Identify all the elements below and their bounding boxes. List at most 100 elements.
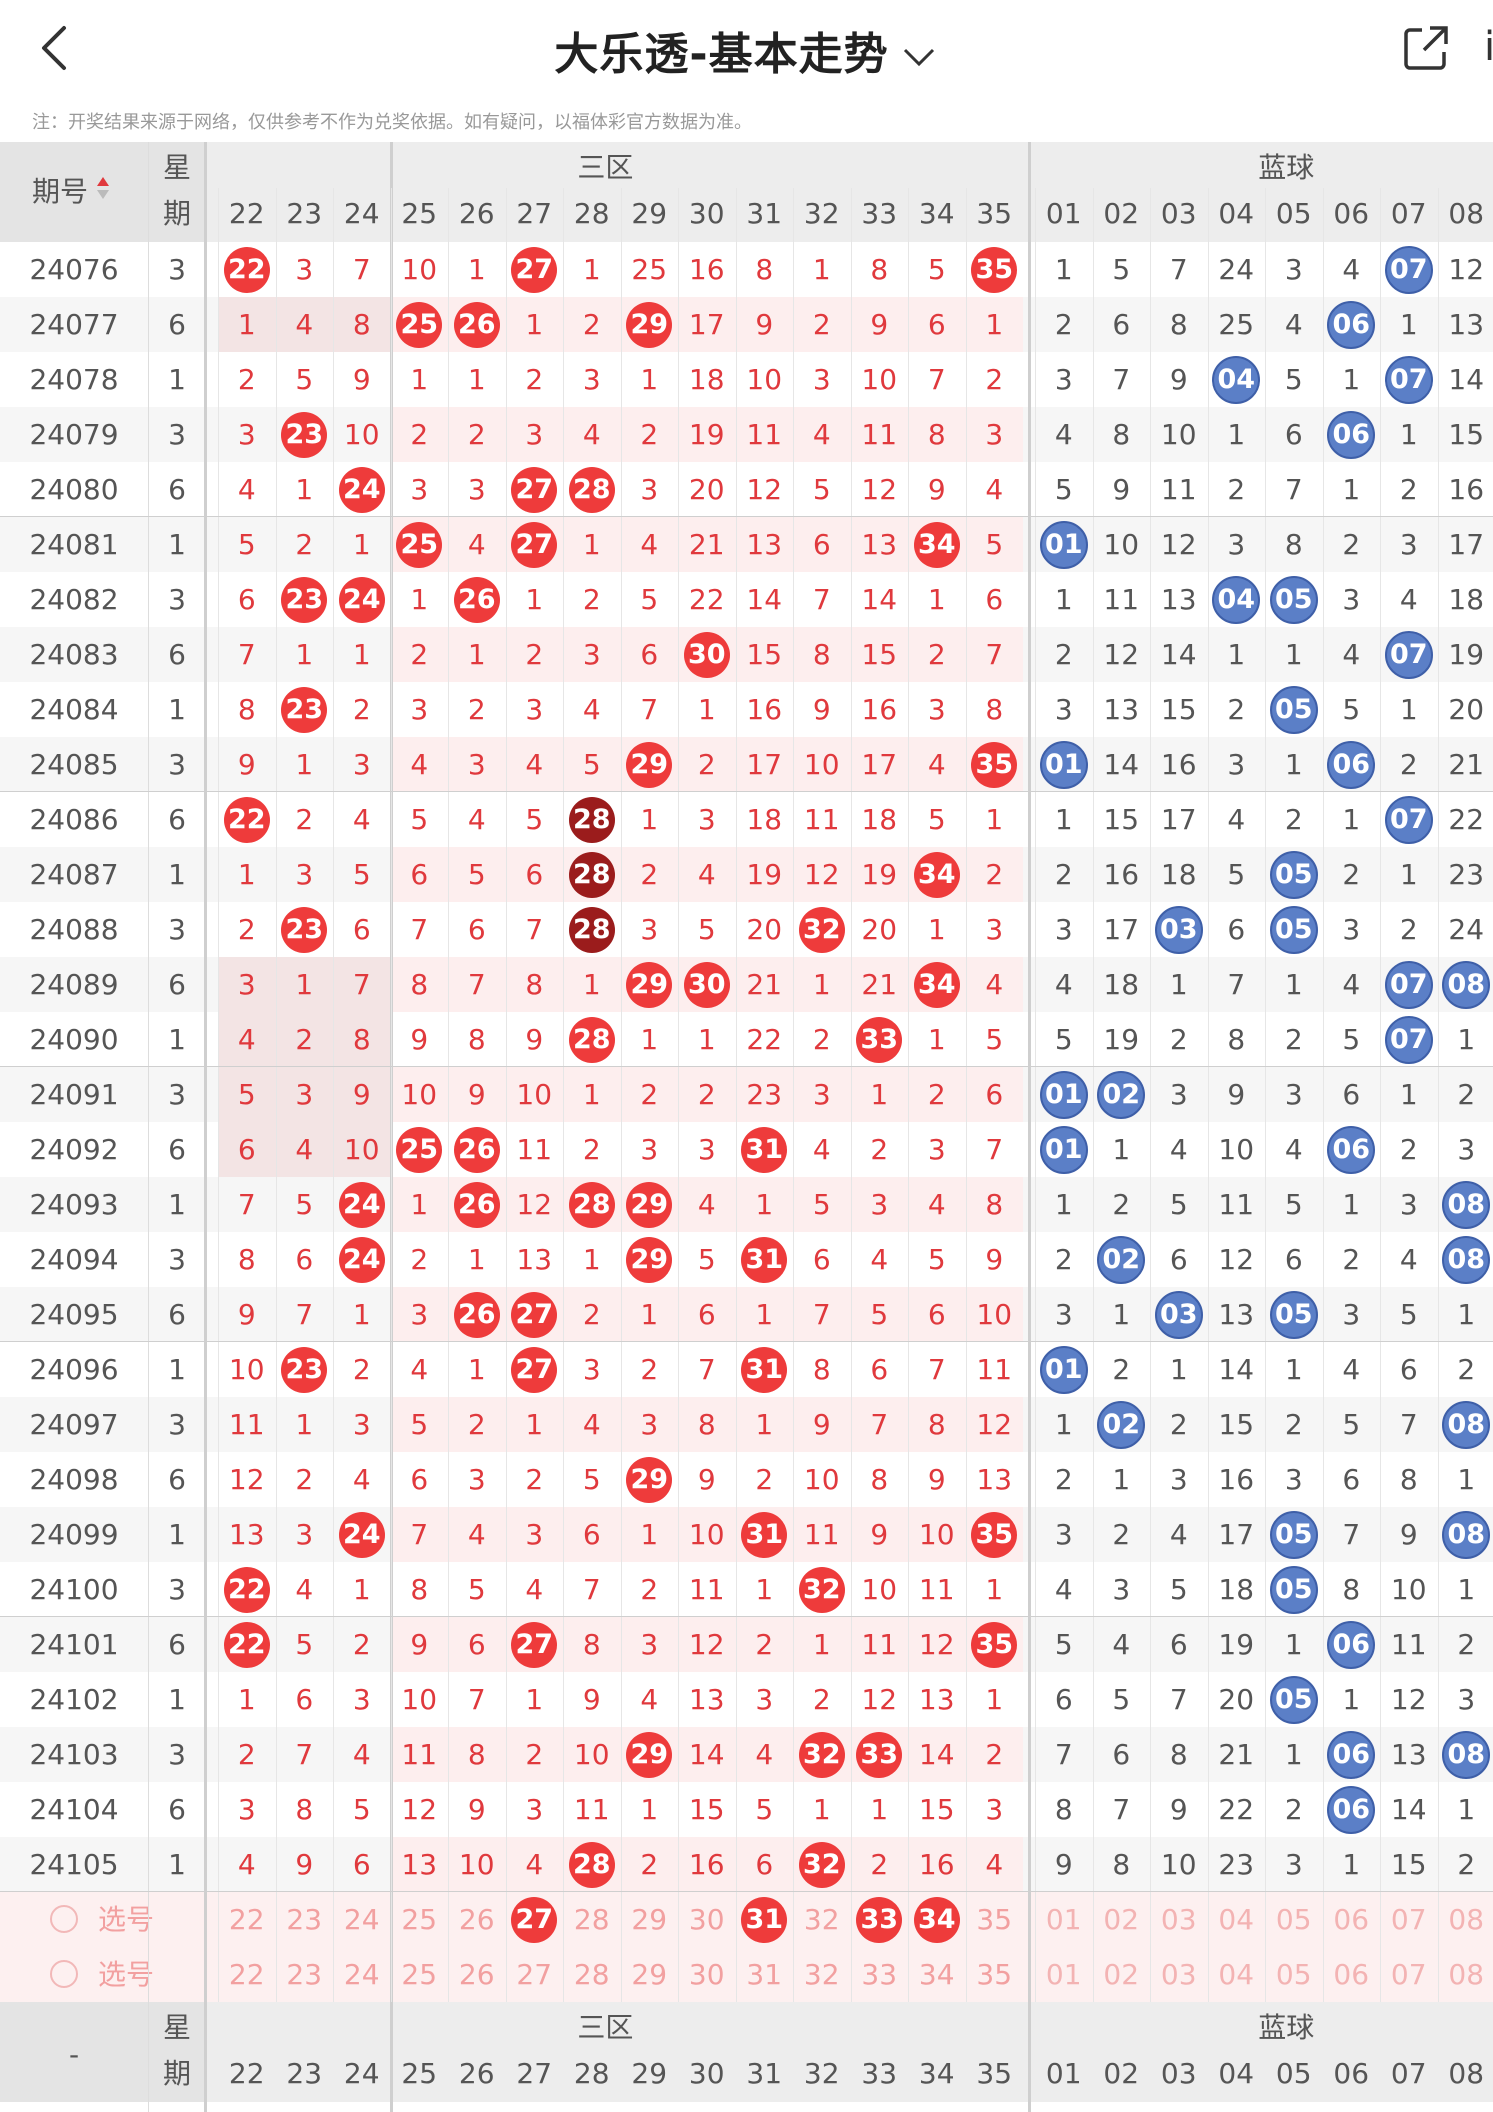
pick-front-number[interactable]: 23 [276, 1892, 334, 1947]
selected-ball[interactable]: 34 [914, 1897, 960, 1943]
pick-front-number[interactable]: 23 [276, 1947, 334, 2002]
miss-count: 6 [678, 1287, 736, 1342]
drawn-front-ball: 22 [224, 247, 270, 293]
blue-miss-count: 5 [1035, 1617, 1093, 1672]
pick-front-number[interactable]: 22 [218, 1947, 276, 2002]
pick-back-number[interactable]: 01 [1035, 1947, 1093, 2002]
pick-front-number[interactable]: 24 [333, 1892, 391, 1947]
pick-front-number[interactable]: 29 [621, 1947, 679, 2002]
blue-miss-count: 6 [1093, 1727, 1151, 1782]
pick-back-number[interactable]: 06 [1323, 1947, 1381, 2002]
pick-back-number[interactable]: 05 [1265, 1947, 1323, 2002]
pick-front-number[interactable]: 29 [621, 1892, 679, 1947]
pick-front-number[interactable]: 25 [391, 1892, 449, 1947]
miss-count: 18 [736, 792, 794, 847]
pick-front-number[interactable]: 32 [793, 1947, 851, 2002]
pick-back-number[interactable]: 05 [1265, 1892, 1323, 1947]
sort-icon[interactable] [96, 175, 110, 201]
pick-front-number[interactable]: 26 [448, 1892, 506, 1947]
cut-off-menu-label[interactable]: i [1484, 24, 1493, 70]
drawn-blue-ball: 06 [1327, 1786, 1375, 1834]
blue-miss-count: 3 [1323, 902, 1381, 957]
blue-miss-count: 2 [1035, 1452, 1093, 1507]
miss-count: 6 [908, 297, 966, 352]
miss-count: 4 [218, 1837, 276, 1892]
grid-line [736, 188, 737, 2002]
miss-count: 7 [793, 572, 851, 627]
blue-miss-count: 7 [1323, 1507, 1381, 1562]
miss-count: 2 [563, 297, 621, 352]
selected-ball[interactable]: 27 [511, 1897, 557, 1943]
share-icon[interactable] [1400, 22, 1452, 74]
period-cell: 24081 [9, 517, 139, 572]
blue-miss-count: 1 [1093, 1452, 1151, 1507]
drawn-front-ball: 32 [799, 1567, 845, 1613]
radio-icon[interactable] [50, 1960, 78, 1988]
drawn-front-ball: 32 [799, 1842, 845, 1888]
blue-miss-count: 1 [1150, 1342, 1208, 1397]
pick-front-number[interactable]: 30 [678, 1947, 736, 2002]
miss-count: 2 [621, 407, 679, 462]
period-cell: 24091 [9, 1067, 139, 1122]
miss-count: 3 [276, 847, 334, 902]
miss-count: 1 [621, 352, 679, 407]
miss-count: 1 [678, 1012, 736, 1067]
chevron-down-icon[interactable] [899, 42, 939, 72]
pick-front-number[interactable]: 30 [678, 1892, 736, 1947]
drawn-blue-ball: 07 [1385, 246, 1433, 294]
pick-back-number[interactable]: 08 [1438, 1947, 1493, 2002]
pick-front-number[interactable]: 31 [736, 1947, 794, 2002]
pick-back-number[interactable]: 03 [1150, 1892, 1208, 1947]
miss-count: 1 [736, 1287, 794, 1342]
blue-miss-count: 23 [1208, 1837, 1266, 1892]
grid-line [1380, 188, 1381, 2002]
selected-ball[interactable]: 31 [741, 1897, 787, 1943]
pick-front-number[interactable]: 35 [966, 1892, 1024, 1947]
footer-front-col: 22 [218, 2046, 276, 2101]
pick-front-number[interactable]: 25 [391, 1947, 449, 2002]
pick-front-number[interactable]: 28 [563, 1947, 621, 2002]
blue-miss-count: 4 [1323, 957, 1381, 1012]
blue-miss-count: 7 [1093, 352, 1151, 407]
pick-back-number[interactable]: 07 [1380, 1947, 1438, 2002]
drawn-front-ball: 26 [454, 1127, 500, 1173]
drawn-front-ball: 22 [224, 1567, 270, 1613]
pick-front-number[interactable]: 22 [218, 1892, 276, 1947]
pick-back-number[interactable]: 08 [1438, 1892, 1493, 1947]
drawn-front-ball: 32 [799, 907, 845, 953]
pick-back-number[interactable]: 04 [1208, 1892, 1266, 1947]
selected-ball[interactable]: 33 [856, 1897, 902, 1943]
pick-front-number[interactable]: 28 [563, 1892, 621, 1947]
blue-miss-count: 2 [1265, 792, 1323, 847]
pick-back-number[interactable]: 07 [1380, 1892, 1438, 1947]
drawn-front-ball: 22 [224, 1622, 270, 1668]
blue-miss-count: 10 [1208, 1122, 1266, 1177]
pick-front-number[interactable]: 26 [448, 1947, 506, 2002]
radio-icon[interactable] [50, 1905, 78, 1933]
pick-front-number[interactable]: 32 [793, 1892, 851, 1947]
blue-miss-count: 5 [1093, 1672, 1151, 1727]
pick-back-number[interactable]: 04 [1208, 1947, 1266, 2002]
blue-miss-count: 1 [1093, 1287, 1151, 1342]
period-cell: 24100 [9, 1562, 139, 1617]
pick-back-number[interactable]: 02 [1093, 1892, 1151, 1947]
period-cell: 24105 [9, 1837, 139, 1892]
week-header-2: 期 [152, 186, 202, 241]
pick-front-number[interactable]: 35 [966, 1947, 1024, 2002]
blue-miss-count: 6 [1150, 1617, 1208, 1672]
week-cell: 3 [152, 737, 202, 792]
pick-back-number[interactable]: 02 [1093, 1947, 1151, 2002]
pick-back-number[interactable]: 03 [1150, 1947, 1208, 2002]
miss-count: 2 [908, 1067, 966, 1122]
pick-front-number[interactable]: 33 [851, 1947, 909, 2002]
miss-count: 20 [736, 902, 794, 957]
miss-count: 3 [391, 682, 449, 737]
pick-front-number[interactable]: 27 [506, 1947, 564, 2002]
pick-front-number[interactable]: 24 [333, 1947, 391, 2002]
pick-back-number[interactable]: 01 [1035, 1892, 1093, 1947]
blue-miss-count: 9 [1093, 462, 1151, 517]
pick-back-number[interactable]: 06 [1323, 1892, 1381, 1947]
page-title[interactable]: 大乐透-基本走势 [0, 18, 1493, 82]
miss-count: 6 [448, 1617, 506, 1672]
pick-front-number[interactable]: 34 [908, 1947, 966, 2002]
